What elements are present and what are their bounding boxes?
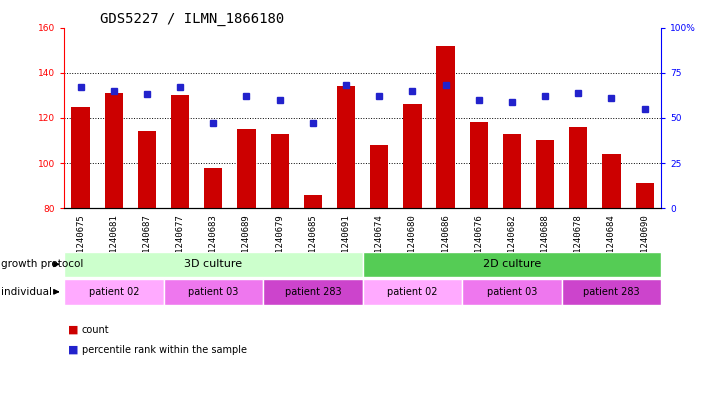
Bar [363,252,661,277]
Bar [138,131,156,208]
Bar [263,279,363,305]
Bar [602,154,621,208]
Bar [403,104,422,208]
Bar [164,279,263,305]
Bar [569,127,587,208]
Bar [204,167,223,208]
Bar [171,95,189,208]
Bar [71,107,90,208]
Bar [363,279,462,305]
Bar [469,122,488,208]
Bar [503,134,521,208]
Text: individual: individual [1,287,52,297]
Bar [337,86,356,208]
Text: patient 283: patient 283 [284,287,341,297]
Bar [304,195,322,208]
Bar [105,93,123,208]
Text: percentile rank within the sample: percentile rank within the sample [82,345,247,355]
Bar [536,140,555,208]
Text: GDS5227 / ILMN_1866180: GDS5227 / ILMN_1866180 [100,12,284,26]
Text: patient 02: patient 02 [387,287,438,297]
Text: count: count [82,325,109,335]
Bar [562,279,661,305]
Text: patient 03: patient 03 [487,287,537,297]
Text: 2D culture: 2D culture [483,259,541,269]
Text: ■: ■ [68,325,78,335]
Text: patient 03: patient 03 [188,287,238,297]
Text: 3D culture: 3D culture [184,259,242,269]
Bar [270,134,289,208]
Text: growth protocol: growth protocol [1,259,83,269]
Text: patient 02: patient 02 [88,287,139,297]
Text: patient 283: patient 283 [583,287,640,297]
Bar [64,252,363,277]
Text: ■: ■ [68,345,78,355]
Bar [64,279,164,305]
Bar [437,46,455,208]
Bar [462,279,562,305]
Bar [237,129,256,208]
Bar [636,184,654,208]
Bar [370,145,388,208]
